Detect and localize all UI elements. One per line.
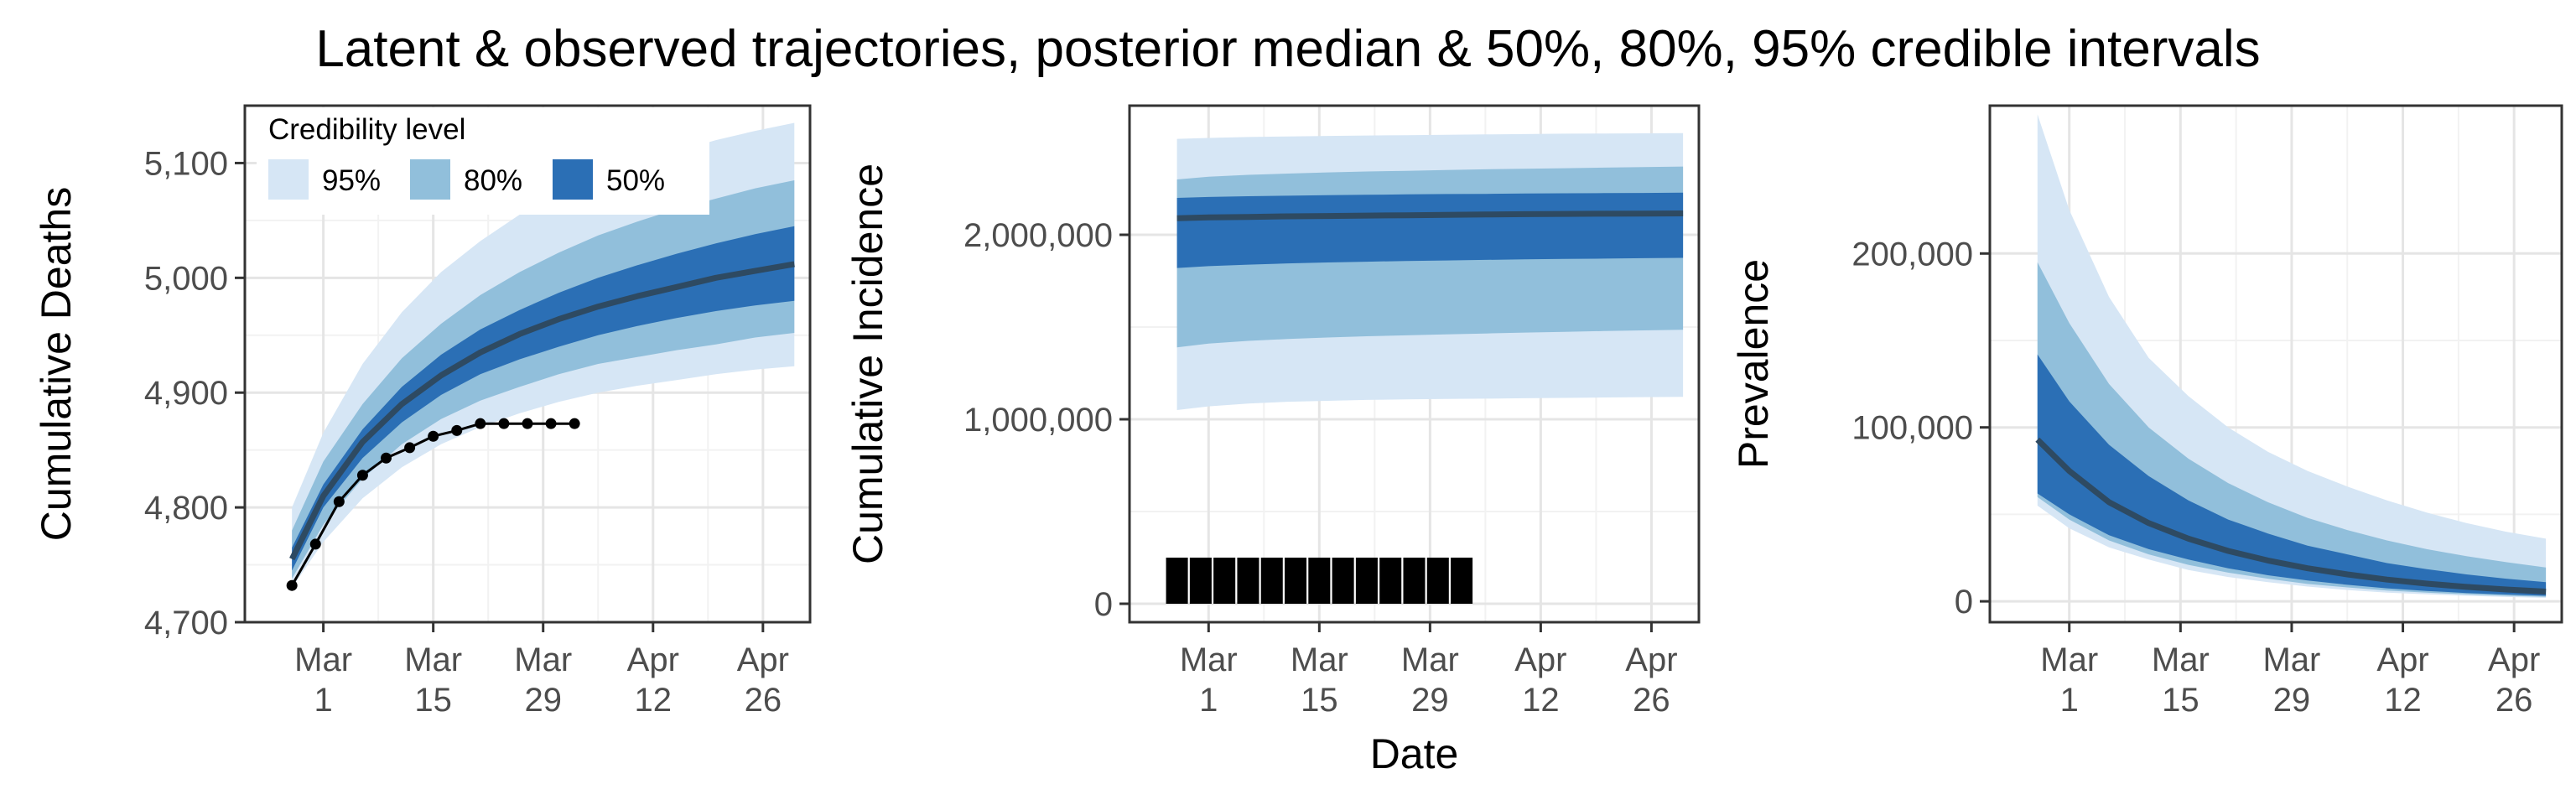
y-tick-label: 5,000 bbox=[144, 260, 228, 297]
x-tick-label-day: 12 bbox=[1522, 682, 1560, 719]
x-tick-label-month: Mar bbox=[404, 641, 462, 678]
y-tick-label: 200,000 bbox=[1852, 236, 1973, 273]
observed-bar bbox=[1237, 558, 1259, 604]
y-axis-title: Cumulative Deaths bbox=[33, 187, 80, 541]
y-tick-label: 1,000,000 bbox=[963, 402, 1113, 439]
legend: Credibility level 95% 80% 50% bbox=[257, 107, 709, 215]
x-tick-label-day: 12 bbox=[635, 682, 673, 719]
x-tick-label-day: 12 bbox=[2384, 682, 2422, 719]
x-tick-label-day: 1 bbox=[314, 682, 332, 719]
x-tick-label-day: 1 bbox=[2060, 682, 2079, 719]
chart-panel-2: 0 1,000,000 2,000,000 Mar 1 Mar 15 Mar 29 Apr 12 Ap… bbox=[844, 104, 1701, 719]
observed-bar bbox=[1213, 558, 1236, 604]
y-tick-label: 4,900 bbox=[144, 375, 228, 412]
observed-point bbox=[475, 418, 486, 429]
x-tick-label-month: Mar bbox=[2262, 641, 2320, 678]
band-50 bbox=[1176, 192, 1684, 268]
observed-bar bbox=[1355, 558, 1378, 604]
observed-point bbox=[356, 470, 368, 481]
observed-bar bbox=[1379, 558, 1402, 604]
observed-bar bbox=[1260, 558, 1283, 604]
y-tick-label: 0 bbox=[1094, 586, 1113, 623]
legend-key-50 bbox=[553, 159, 593, 200]
y-axis-title: Prevalence bbox=[1730, 259, 1777, 469]
observed-bar bbox=[1332, 558, 1354, 604]
observed-point bbox=[498, 418, 510, 429]
x-tick-label-month: Apr bbox=[1625, 641, 1677, 678]
x-tick-label-day: 29 bbox=[524, 682, 562, 719]
x-tick-label-month: Mar bbox=[2040, 641, 2098, 678]
legend-label: 80% bbox=[464, 164, 522, 197]
observed-bar bbox=[1166, 558, 1188, 604]
panel-border bbox=[243, 104, 812, 624]
x-tick-label-day: 15 bbox=[414, 682, 452, 719]
x-tick-label-month: Mar bbox=[2152, 641, 2210, 678]
panel-border bbox=[1988, 104, 2563, 624]
x-tick-label-day: 15 bbox=[2162, 682, 2199, 719]
chart-panel-3: 0 100,000 200,000 Mar 1 Mar 15 Mar 29 Apr 12 Apr 26 P… bbox=[1730, 104, 2563, 719]
legend-background bbox=[257, 107, 709, 215]
y-tick-label: 2,000,000 bbox=[963, 217, 1113, 254]
y-tick-label: 4,700 bbox=[144, 605, 228, 641]
legend-key-95 bbox=[268, 159, 309, 200]
observed-point bbox=[333, 496, 345, 507]
x-tick-label-day: 15 bbox=[1301, 682, 1338, 719]
observed-point bbox=[404, 442, 416, 454]
x-tick-label-month: Apr bbox=[2488, 641, 2540, 678]
observed-point bbox=[545, 418, 557, 429]
y-tick-label: 0 bbox=[1955, 584, 1973, 621]
band-50 bbox=[2037, 354, 2547, 596]
x-tick-label-month: Apr bbox=[2376, 641, 2428, 678]
x-tick-label-day: 26 bbox=[1633, 682, 1670, 719]
x-tick-label-month: Mar bbox=[294, 641, 352, 678]
observed-bar bbox=[1426, 558, 1449, 604]
band-50 bbox=[292, 226, 795, 571]
y-tick-label: 4,800 bbox=[144, 490, 228, 527]
observed-bar bbox=[1189, 558, 1212, 604]
legend-key-80 bbox=[410, 159, 450, 200]
x-tick-label-month: Mar bbox=[514, 641, 572, 678]
observed-point bbox=[309, 538, 321, 550]
x-tick-label-day: 1 bbox=[1199, 682, 1218, 719]
observed-point bbox=[451, 424, 463, 436]
x-tick-label-day: 26 bbox=[2496, 682, 2533, 719]
observed-bar bbox=[1308, 558, 1331, 604]
y-tick-label: 100,000 bbox=[1852, 410, 1973, 447]
y-axis-title: Cumulative Incidence bbox=[844, 164, 891, 564]
x-tick-label-month: Mar bbox=[1401, 641, 1459, 678]
observed-point bbox=[428, 430, 439, 442]
x-tick-label-day: 26 bbox=[745, 682, 782, 719]
x-tick-label-day: 29 bbox=[1411, 682, 1449, 719]
x-tick-label-month: Apr bbox=[627, 641, 679, 678]
observed-bar bbox=[1403, 558, 1426, 604]
observed-bar bbox=[1451, 558, 1473, 604]
legend-label: 50% bbox=[606, 164, 665, 197]
observed-point bbox=[381, 452, 392, 464]
x-tick-label-month: Apr bbox=[1514, 641, 1566, 678]
observed-point bbox=[522, 418, 533, 429]
observed-point bbox=[286, 579, 298, 591]
median-line bbox=[2035, 437, 2547, 595]
median-line bbox=[289, 261, 795, 561]
x-tick-label-day: 29 bbox=[2273, 682, 2311, 719]
legend-label: 95% bbox=[322, 164, 381, 197]
observed-bar bbox=[1285, 558, 1307, 604]
x-tick-label-month: Mar bbox=[1291, 641, 1348, 678]
x-tick-label-month: Mar bbox=[1180, 641, 1238, 678]
panel-border bbox=[1128, 104, 1701, 624]
chart-title: Latent & observed trajectories, posterio… bbox=[315, 20, 2261, 78]
observed-point bbox=[569, 418, 580, 429]
legend-title: Credibility level bbox=[268, 113, 465, 146]
median-line bbox=[1176, 210, 1684, 221]
x-tick-label-month: Apr bbox=[737, 641, 789, 678]
x-axis-title: Date bbox=[1370, 730, 1459, 777]
y-tick-label: 5,100 bbox=[144, 145, 228, 182]
